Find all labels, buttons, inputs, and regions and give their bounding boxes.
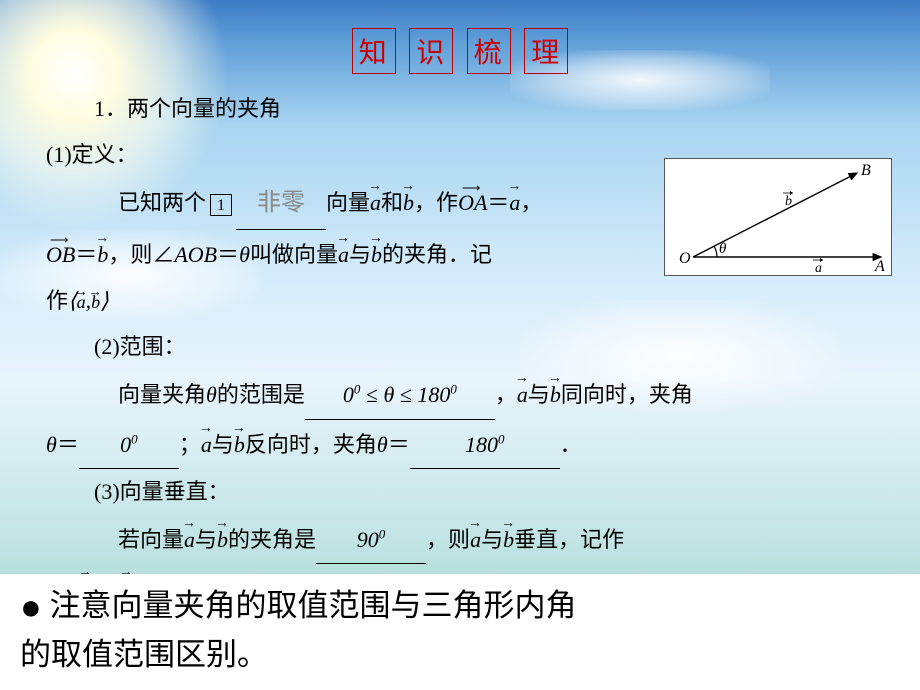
r1: 向量夹角 [118,372,206,418]
vec-b5: →b [234,420,245,468]
theta2: θ [206,372,217,418]
q2: 与 [195,517,217,563]
r7: ； [179,422,201,468]
t10: 的夹角．记 [382,232,492,278]
blank-nonzero: 非零 [236,178,326,229]
blank-90: 900 [316,517,426,564]
angle-diagram: O A B θ a b [664,158,892,276]
q2b: 与 [481,517,503,563]
title-char-3: 梳 [467,28,511,74]
svg-text:A: A [874,258,885,275]
vec-b2: →b [97,230,108,278]
title: 知 识 梳 理 [46,28,874,74]
t9: 与 [349,232,371,278]
vec-b4: →b [550,370,561,418]
q1: 若向量 [118,517,184,563]
r4b: 与 [212,422,234,468]
theta1: θ [239,232,250,278]
slide-content: 知 识 梳 理 1． 两个向量的夹角 (1)定义： 已知两个 1 非零 向量 →… [0,0,920,613]
footer-note: ● 注意向量夹角的取值范围与三角形内角 的取值范围区别。 [0,574,920,690]
vec-b7: →b [503,515,514,563]
blank-0: 00 [79,422,179,469]
range-line-1: 向量夹角 θ 的范围是 00 ≤ θ ≤ 1800 ， →a 与 →b 同向时，… [46,370,874,419]
t2: 向量 [326,180,370,226]
r4: 与 [528,372,550,418]
vec-b3: →b [371,230,382,278]
vec-b: →b [403,178,414,226]
vec-a4: →a [517,370,528,418]
q3: 的夹角是 [228,517,316,563]
bullet-dot: ● [20,587,42,627]
perp-line-1: 若向量 →a 与 →b 的夹角是 900 ，则 →a 与 →b 垂直，记作 [46,515,874,564]
theta3: θ [46,422,57,468]
title-char-4: 理 [524,28,568,74]
def-line-3: 作 ⟨→a,→b⟩ [46,278,874,324]
heading-number: 1． [94,86,127,132]
blank-180: 1800 [410,422,560,469]
svg-text:a: a [815,261,822,276]
svg-text:B: B [861,162,871,179]
p1-label: (1)定义： [46,132,138,178]
r6: ＝ [57,422,79,468]
p2-label: (2)范围： [94,324,186,370]
vec-OB: ⟶OB [46,230,75,278]
ans-180: 1800 [465,432,505,457]
footer-text-1: 注意向量夹角的取值范围与三角形内角 [50,588,577,623]
t3: 和 [381,180,403,226]
heading-text: 两个向量的夹角 [127,86,281,132]
vec-a2: →a [509,178,520,226]
heading-1: 1． 两个向量的夹角 [46,86,874,132]
t1: 已知两个 [118,180,206,226]
vec-OA: ⟶OA [458,178,487,226]
svg-text:θ: θ [719,241,727,257]
perp-label: (3)向量垂直： [46,469,874,515]
t8: 叫做向量 [250,232,338,278]
theta4: θ [377,422,388,468]
vec-a3: →a [338,230,349,278]
range-label: (2)范围： [46,324,874,370]
r5: 同向时，夹角 [561,372,693,418]
vec-a: →a [370,178,381,226]
t6: ，则∠ [108,232,174,278]
t4: ，作 [414,180,458,226]
vec-a5: →a [201,420,212,468]
svg-text:O: O [679,250,691,267]
r2: 的范围是 [217,372,305,418]
box-number-1: 1 [210,194,232,216]
angle-notation: ⟨→a,→b⟩ [68,278,109,324]
ans-90: 900 [357,527,386,552]
p3-label: (3)向量垂直： [94,469,230,515]
r9: ． [560,422,582,468]
range-line-2: θ ＝ 00 ； →a 与 →b 反向时，夹角 θ ＝ 1800 ． [46,420,874,469]
aob: AOB [174,232,217,278]
eq2: ＝ [75,232,97,278]
vec-b6: →b [217,515,228,563]
ans-range: 00 ≤ θ ≤ 1800 [343,382,457,407]
ans-0: 00 [120,432,138,457]
eq1: ＝ [487,180,509,226]
q5: 垂直，记作 [514,517,624,563]
q4: ，则 [426,517,470,563]
svg-text:b: b [785,194,792,209]
vec-a6: →a [184,515,195,563]
t5: ， [520,180,542,226]
r6b: ＝ [388,422,410,468]
footer-text-2: 的取值范围区别。 [20,637,268,672]
ans-nonzero: 非零 [257,190,305,216]
vec-a7: →a [470,515,481,563]
title-char-2: 识 [409,28,453,74]
blank-range: 00 ≤ θ ≤ 1800 [305,372,495,419]
title-char-1: 知 [352,28,396,74]
t11: 作 [46,278,68,324]
r3: ， [495,372,517,418]
t7: ＝ [217,232,239,278]
r8: 反向时，夹角 [245,422,377,468]
